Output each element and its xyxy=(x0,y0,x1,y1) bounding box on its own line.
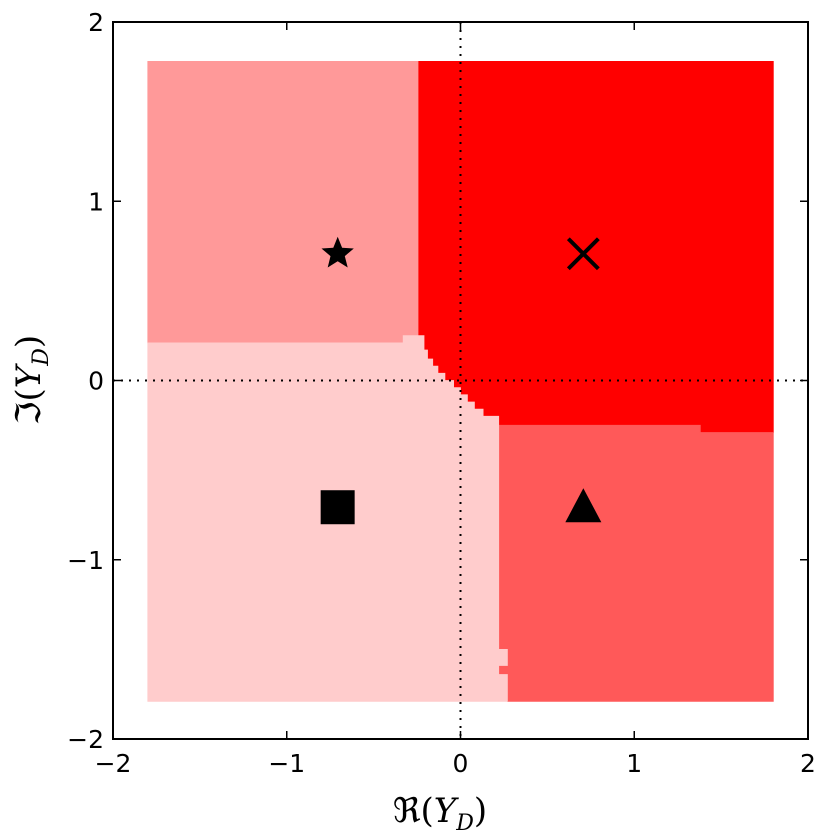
y-tick-label: 1 xyxy=(88,187,104,216)
region-2 xyxy=(498,424,774,702)
region-1 xyxy=(418,61,774,433)
marker-x xyxy=(566,237,600,271)
y-tick-label: −2 xyxy=(67,725,104,754)
y-tick-label: 2 xyxy=(88,8,104,37)
constellation-markers xyxy=(320,236,602,525)
x-axis-title: ℜ(YD) xyxy=(393,791,487,830)
marker-square xyxy=(320,490,355,525)
plot-frame xyxy=(112,21,809,740)
x-tick-label: −1 xyxy=(268,749,305,778)
marker-triangle xyxy=(565,488,602,523)
y-tick-label: −1 xyxy=(67,546,104,575)
y-axis-title: ℑ(YD) xyxy=(9,335,54,425)
axis-ticks: −2 −1 0 1 2 −2 −1 0 1 2 xyxy=(67,8,816,778)
region-0 xyxy=(147,61,420,344)
x-tick-label: 0 xyxy=(453,749,469,778)
x-tick-label: 2 xyxy=(800,749,816,778)
x-tick-label: 1 xyxy=(626,749,642,778)
decision-regions xyxy=(147,61,774,702)
y-tick-label: 0 xyxy=(88,367,104,396)
marker-star xyxy=(321,236,354,268)
x-tick-label: −2 xyxy=(95,749,132,778)
